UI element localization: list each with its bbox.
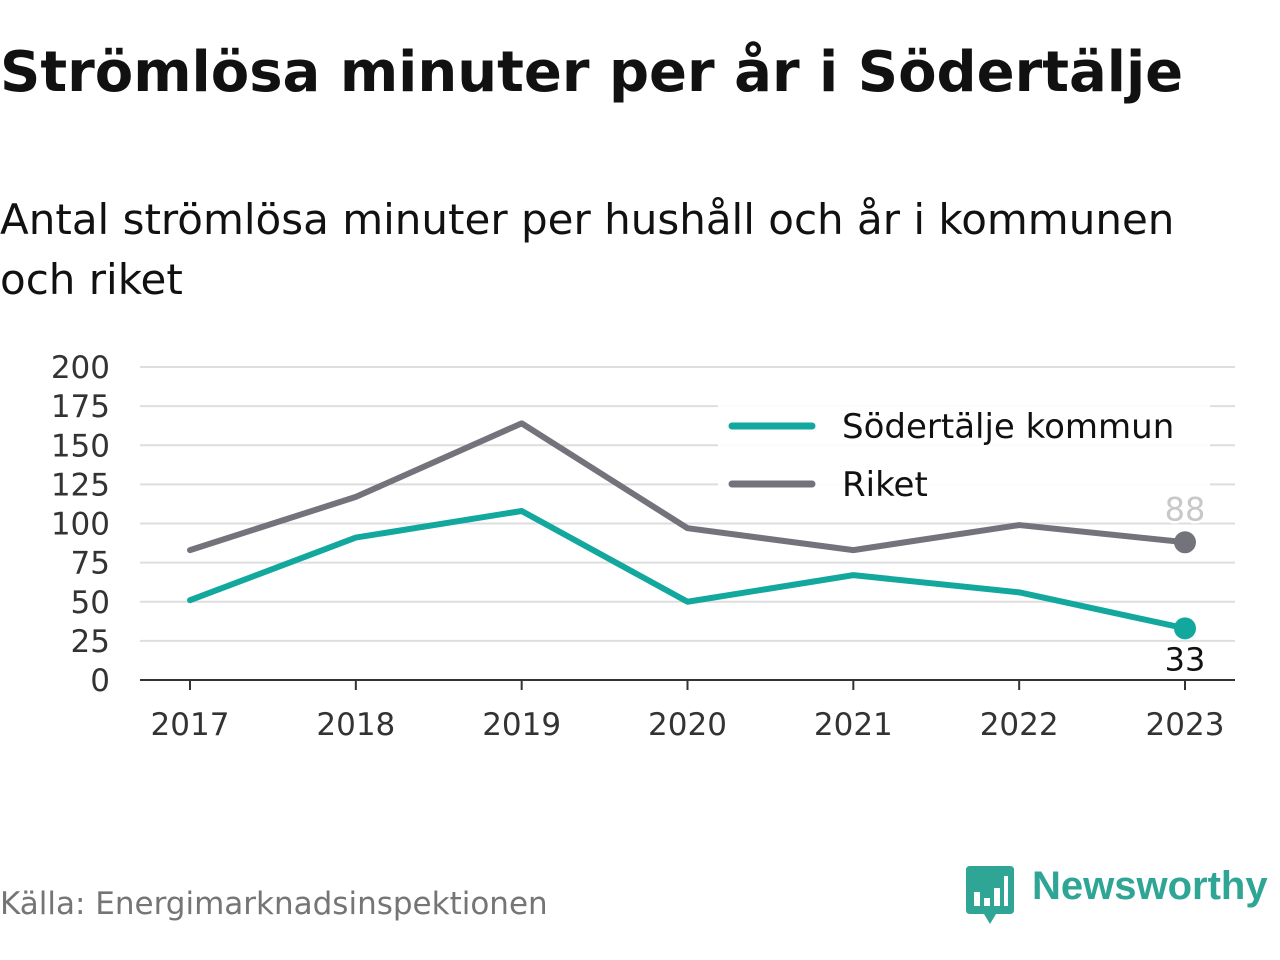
source-note: Källa: Energimarknadsinspektionen	[0, 886, 548, 922]
y-tick-label: 125	[51, 467, 110, 503]
data-label: 33	[1165, 640, 1206, 678]
y-tick-label: 0	[90, 663, 110, 699]
end-point	[1174, 531, 1196, 554]
brand-logo: Newsworthy	[964, 864, 1276, 928]
x-tick-label: 2022	[980, 707, 1059, 743]
data-label: 88	[1165, 490, 1206, 528]
x-tick-label: 2020	[648, 707, 727, 743]
legend-background	[718, 400, 1210, 492]
y-tick-label: 150	[51, 428, 110, 464]
series-line	[187, 420, 1188, 554]
gridlines	[140, 366, 1235, 642]
end-labels: 88 33	[1162, 488, 1208, 681]
series	[187, 420, 1196, 640]
chart-title: Strömlösa minuter per år i Södertälje	[0, 40, 1184, 105]
legend-label: Södertälje kommun	[842, 407, 1174, 447]
x-tick-label: 2019	[482, 707, 561, 743]
end-point	[1174, 617, 1196, 640]
x-tick-label: 2018	[316, 707, 395, 743]
y-tick-label: 25	[71, 624, 110, 660]
brand-name: Newsworthy	[1032, 864, 1268, 908]
y-tick-label: 75	[71, 546, 110, 582]
x-tick-label: 2023	[1146, 707, 1225, 743]
y-tick-label: 50	[71, 585, 110, 621]
chart-subtitle: Antal strömlösa minuter per hushåll och …	[0, 195, 1175, 304]
y-tick-label: 100	[51, 507, 110, 543]
x-tick-label: 2021	[814, 707, 893, 743]
x-axis: 2017 2018 2019 2020 2021 2022 2023	[140, 679, 1235, 743]
y-tick-label: 175	[51, 389, 110, 425]
x-tick-label: 2017	[151, 707, 230, 743]
legend: Södertälje kommun Riket	[718, 400, 1210, 505]
newsworthy-logo-icon	[966, 866, 1014, 924]
y-tick-label: 200	[51, 350, 110, 386]
series-line	[187, 507, 1188, 632]
legend-label: Riket	[842, 465, 928, 505]
